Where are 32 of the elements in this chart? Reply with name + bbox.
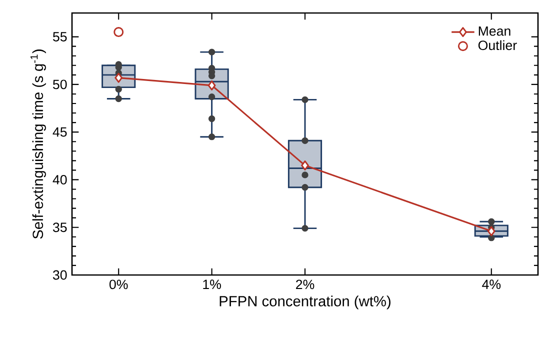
point — [208, 48, 216, 56]
point — [208, 93, 216, 100]
y-axis-title: Self-extinguishing time (s g$^{-1}$) — [30, 50, 46, 239]
legend-label: Mean — [478, 26, 510, 36]
point — [488, 234, 495, 242]
x-axis-title: PFPN concentration (wt%) — [220, 296, 390, 310]
x-tick-label: 1% — [203, 280, 221, 290]
point — [208, 115, 216, 122]
y-tick-label: 30 — [52, 270, 67, 280]
point — [115, 95, 122, 102]
x-tick-label: 4% — [482, 280, 501, 290]
y-tick-label: 35 — [52, 222, 67, 232]
y-tick-label: 45 — [52, 127, 67, 137]
point — [302, 184, 308, 191]
x-tick-label: 2% — [296, 280, 314, 290]
point — [208, 134, 216, 140]
legend-label: Outlier — [478, 40, 517, 50]
point — [114, 27, 124, 38]
point — [302, 224, 308, 232]
point — [208, 80, 216, 90]
point — [302, 137, 308, 144]
x-tick-label: 0% — [109, 280, 128, 290]
point — [487, 226, 496, 236]
point — [488, 218, 495, 225]
point — [302, 96, 308, 104]
y-tick-label: 40 — [52, 175, 67, 184]
point — [114, 72, 123, 83]
point — [115, 86, 122, 93]
y-tick-label: 55 — [53, 32, 67, 42]
point — [301, 160, 309, 170]
point — [302, 172, 308, 178]
y-tick-label: 50 — [53, 80, 67, 90]
